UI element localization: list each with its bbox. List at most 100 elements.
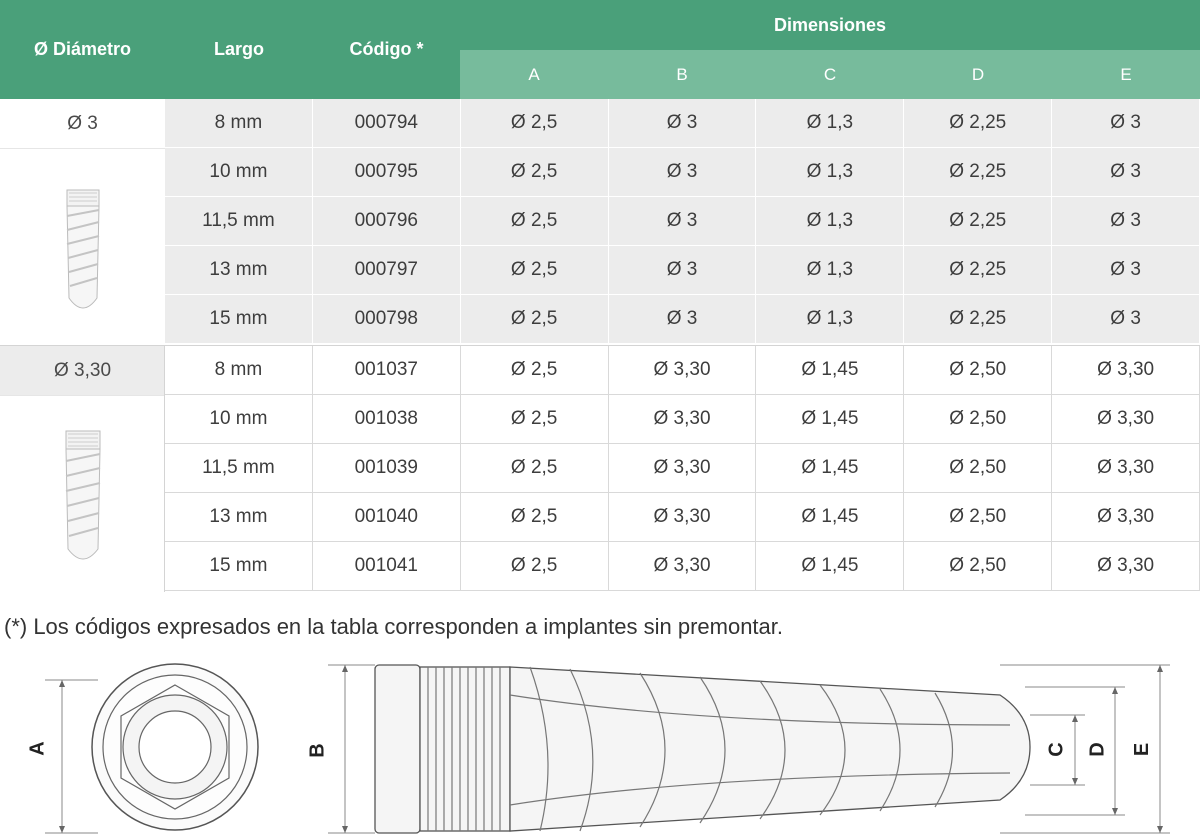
cell-dim-c: Ø 1,3: [756, 246, 905, 295]
table-row: 15 mm 001041 Ø 2,5 Ø 3,30 Ø 1,45 Ø 2,50 …: [165, 542, 1200, 591]
cell-dim-d: Ø 2,25: [904, 246, 1053, 295]
cell-dim-b: Ø 3,30: [608, 395, 757, 444]
cell-dim-d: Ø 2,25: [904, 99, 1053, 148]
cell-dim-a: Ø 2,5: [460, 346, 609, 395]
header-dim-a: A: [528, 64, 540, 84]
header-dimensiones: Dimensiones: [773, 14, 887, 35]
cell-codigo: 000795: [312, 148, 461, 197]
header-dim-b: B: [676, 64, 688, 84]
cell-largo: 11,5 mm: [165, 444, 313, 493]
header-codigo: Código *: [349, 39, 424, 59]
cell-dim-b: Ø 3: [608, 295, 757, 344]
dimension-label-e: E: [1131, 742, 1154, 757]
cell-dim-b: Ø 3: [608, 148, 757, 197]
cell-dim-a: Ø 2,5: [460, 542, 609, 591]
implant-image: [0, 150, 165, 345]
cell-dim-c: Ø 1,45: [756, 493, 905, 542]
table-row: 13 mm 000797 Ø 2,5 Ø 3 Ø 1,3 Ø 2,25 Ø 3: [165, 246, 1200, 295]
cell-codigo: 001039: [312, 444, 461, 493]
header-dim-c: C: [823, 64, 837, 84]
cell-dim-e: Ø 3: [1052, 246, 1200, 295]
divider: [0, 148, 165, 149]
cell-dim-e: Ø 3: [1052, 197, 1200, 246]
cell-largo: 15 mm: [165, 542, 313, 591]
header-dim-d: D: [971, 64, 985, 84]
table-row: 11,5 mm 001039 Ø 2,5 Ø 3,30 Ø 1,45 Ø 2,5…: [165, 444, 1200, 493]
cell-dim-d: Ø 2,25: [904, 295, 1053, 344]
cell-dim-d: Ø 2,50: [904, 542, 1053, 591]
dimension-b: [328, 664, 375, 834]
group-diametro-label: Ø 3,30: [0, 346, 165, 395]
cell-dim-c: Ø 1,45: [756, 444, 905, 493]
implant-technical-drawing: [45, 663, 1170, 834]
cell-codigo: 001038: [312, 395, 461, 444]
dimension-label-d: D: [1086, 742, 1109, 757]
cell-dim-a: Ø 2,5: [460, 246, 609, 295]
cell-largo: 13 mm: [165, 493, 313, 542]
dimension-arrows: [1072, 665, 1163, 833]
cell-dim-b: Ø 3: [608, 246, 757, 295]
dimension-cde: [1000, 664, 1170, 834]
table-row: 13 mm 001040 Ø 2,5 Ø 3,30 Ø 1,45 Ø 2,50 …: [165, 493, 1200, 542]
cell-dim-e: Ø 3,30: [1052, 346, 1200, 395]
cell-largo: 8 mm: [165, 346, 313, 395]
cell-largo: 8 mm: [165, 99, 313, 148]
cell-dim-e: Ø 3: [1052, 295, 1200, 344]
cell-dim-c: Ø 1,3: [756, 148, 905, 197]
implant-image: [0, 396, 165, 591]
cell-dim-e: Ø 3,30: [1052, 444, 1200, 493]
group-separator: [0, 345, 1200, 346]
implant-top-view: [91, 663, 259, 831]
cell-dim-a: Ø 2,5: [460, 493, 609, 542]
table-row: 8 mm 001037 Ø 2,5 Ø 3,30 Ø 1,45 Ø 2,50 Ø…: [165, 346, 1200, 395]
table-row: 15 mm 000798 Ø 2,5 Ø 3 Ø 1,3 Ø 2,25 Ø 3: [165, 295, 1200, 344]
cell-dim-a: Ø 2,5: [460, 148, 609, 197]
cell-codigo: 000798: [312, 295, 461, 344]
footnote: (*) Los códigos expresados en la tabla c…: [4, 614, 784, 639]
cell-dim-a: Ø 2,5: [460, 99, 609, 148]
cell-dim-d: Ø 2,25: [904, 148, 1053, 197]
table-row: 11,5 mm 000796 Ø 2,5 Ø 3 Ø 1,3 Ø 2,25 Ø …: [165, 197, 1200, 246]
group-diametro-label: Ø 3: [67, 112, 98, 134]
cell-codigo: 000796: [312, 197, 461, 246]
table-row: 10 mm 000795 Ø 2,5 Ø 3 Ø 1,3 Ø 2,25 Ø 3: [165, 148, 1200, 197]
column-divider: [164, 346, 165, 592]
dimension-label-b: B: [306, 743, 329, 758]
cell-dim-b: Ø 3,30: [608, 346, 757, 395]
cell-largo: 10 mm: [165, 148, 313, 197]
dimension-label-c: C: [1045, 742, 1068, 757]
cell-dim-a: Ø 2,5: [460, 295, 609, 344]
divider: [0, 395, 165, 396]
cell-dim-d: Ø 2,25: [904, 197, 1053, 246]
cell-dim-c: Ø 1,45: [756, 542, 905, 591]
cell-dim-e: Ø 3,30: [1052, 493, 1200, 542]
cell-dim-b: Ø 3,30: [608, 444, 757, 493]
cell-largo: 13 mm: [165, 246, 313, 295]
dimensions-subheader: [460, 50, 1200, 99]
cell-largo: 15 mm: [165, 295, 313, 344]
cell-largo: 10 mm: [165, 395, 313, 444]
cell-dim-e: Ø 3,30: [1052, 395, 1200, 444]
table-row: 10 mm 001038 Ø 2,5 Ø 3,30 Ø 1,45 Ø 2,50 …: [165, 395, 1200, 444]
cell-dim-c: Ø 1,45: [756, 346, 905, 395]
cell-dim-d: Ø 2,50: [904, 346, 1053, 395]
table-row: 8 mm 000794 Ø 2,5 Ø 3 Ø 1,3 Ø 2,25 Ø 3: [165, 99, 1200, 148]
implant-threads: [427, 666, 1011, 832]
cell-dim-b: Ø 3: [608, 197, 757, 246]
cell-dim-a: Ø 2,5: [460, 197, 609, 246]
cell-dim-b: Ø 3: [608, 99, 757, 148]
cell-dim-d: Ø 2,50: [904, 444, 1053, 493]
cell-dim-c: Ø 1,3: [756, 295, 905, 344]
header-diametro: Ø Diámetro: [33, 39, 132, 59]
cell-codigo: 000794: [312, 99, 461, 148]
cell-dim-a: Ø 2,5: [460, 444, 609, 493]
cell-dim-e: Ø 3: [1052, 99, 1200, 148]
dimension-label-a: A: [26, 741, 49, 756]
header-dim-e: E: [1120, 64, 1132, 84]
cell-dim-e: Ø 3: [1052, 148, 1200, 197]
cell-dim-d: Ø 2,50: [904, 493, 1053, 542]
cell-codigo: 001041: [312, 542, 461, 591]
cell-dim-b: Ø 3,30: [608, 493, 757, 542]
cell-dim-c: Ø 1,3: [756, 197, 905, 246]
cell-largo: 11,5 mm: [165, 197, 313, 246]
